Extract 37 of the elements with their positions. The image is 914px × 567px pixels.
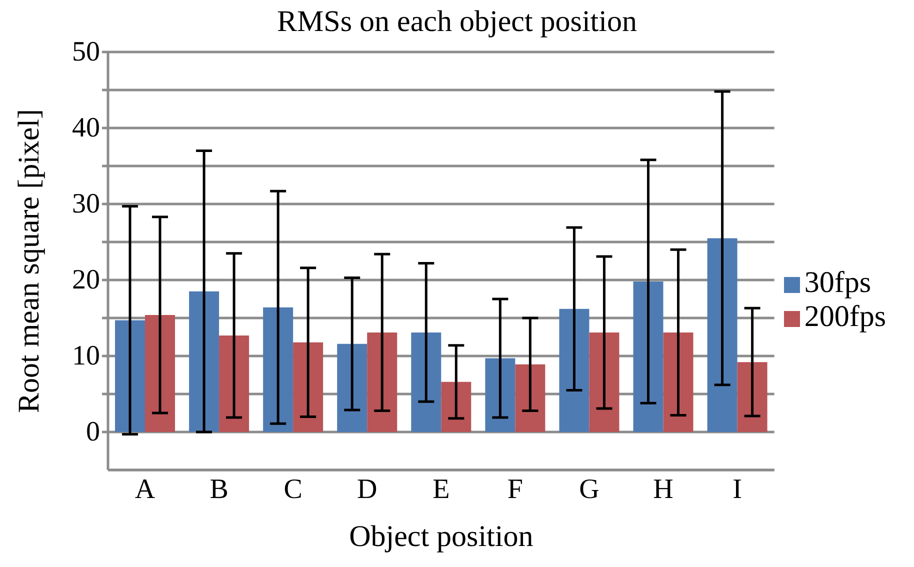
bar xyxy=(337,344,368,432)
bar xyxy=(485,358,516,432)
bar xyxy=(589,332,620,432)
y-tick-label: 40 xyxy=(72,112,100,144)
bar xyxy=(633,282,664,432)
legend-label: 30fps xyxy=(804,266,871,299)
bar xyxy=(115,320,145,432)
x-tick-label: G xyxy=(579,474,600,505)
x-tick-label: E xyxy=(432,474,450,505)
x-tick-label: H xyxy=(653,474,674,505)
y-axis-title: Root mean square [pixel] xyxy=(12,108,46,414)
bar xyxy=(515,364,546,432)
x-tick-label: I xyxy=(732,474,742,505)
y-tick-label: 50 xyxy=(72,36,100,68)
bar xyxy=(441,382,472,432)
y-tick-label: 20 xyxy=(72,264,100,296)
x-tick-label: A xyxy=(134,474,156,505)
bar xyxy=(189,291,220,432)
bar xyxy=(663,332,694,432)
bar xyxy=(559,308,590,432)
chart-title: RMSs on each object position xyxy=(277,5,637,38)
x-tick-label: D xyxy=(357,474,378,505)
y-tick-label: 30 xyxy=(72,188,100,220)
x-tick-label: C xyxy=(284,474,302,505)
bar xyxy=(293,342,324,432)
bar xyxy=(411,332,442,432)
y-tick-label: 10 xyxy=(72,340,100,372)
legend-label: 200fps xyxy=(804,300,886,333)
bar xyxy=(707,238,738,432)
y-tick-label: 0 xyxy=(86,416,100,448)
bar xyxy=(367,332,398,432)
x-tick-label: B xyxy=(210,474,228,505)
x-tick-label: F xyxy=(507,474,523,505)
x-axis-title: Object position xyxy=(349,520,534,553)
bar xyxy=(145,314,175,432)
bar xyxy=(263,307,294,432)
bar xyxy=(219,335,250,432)
